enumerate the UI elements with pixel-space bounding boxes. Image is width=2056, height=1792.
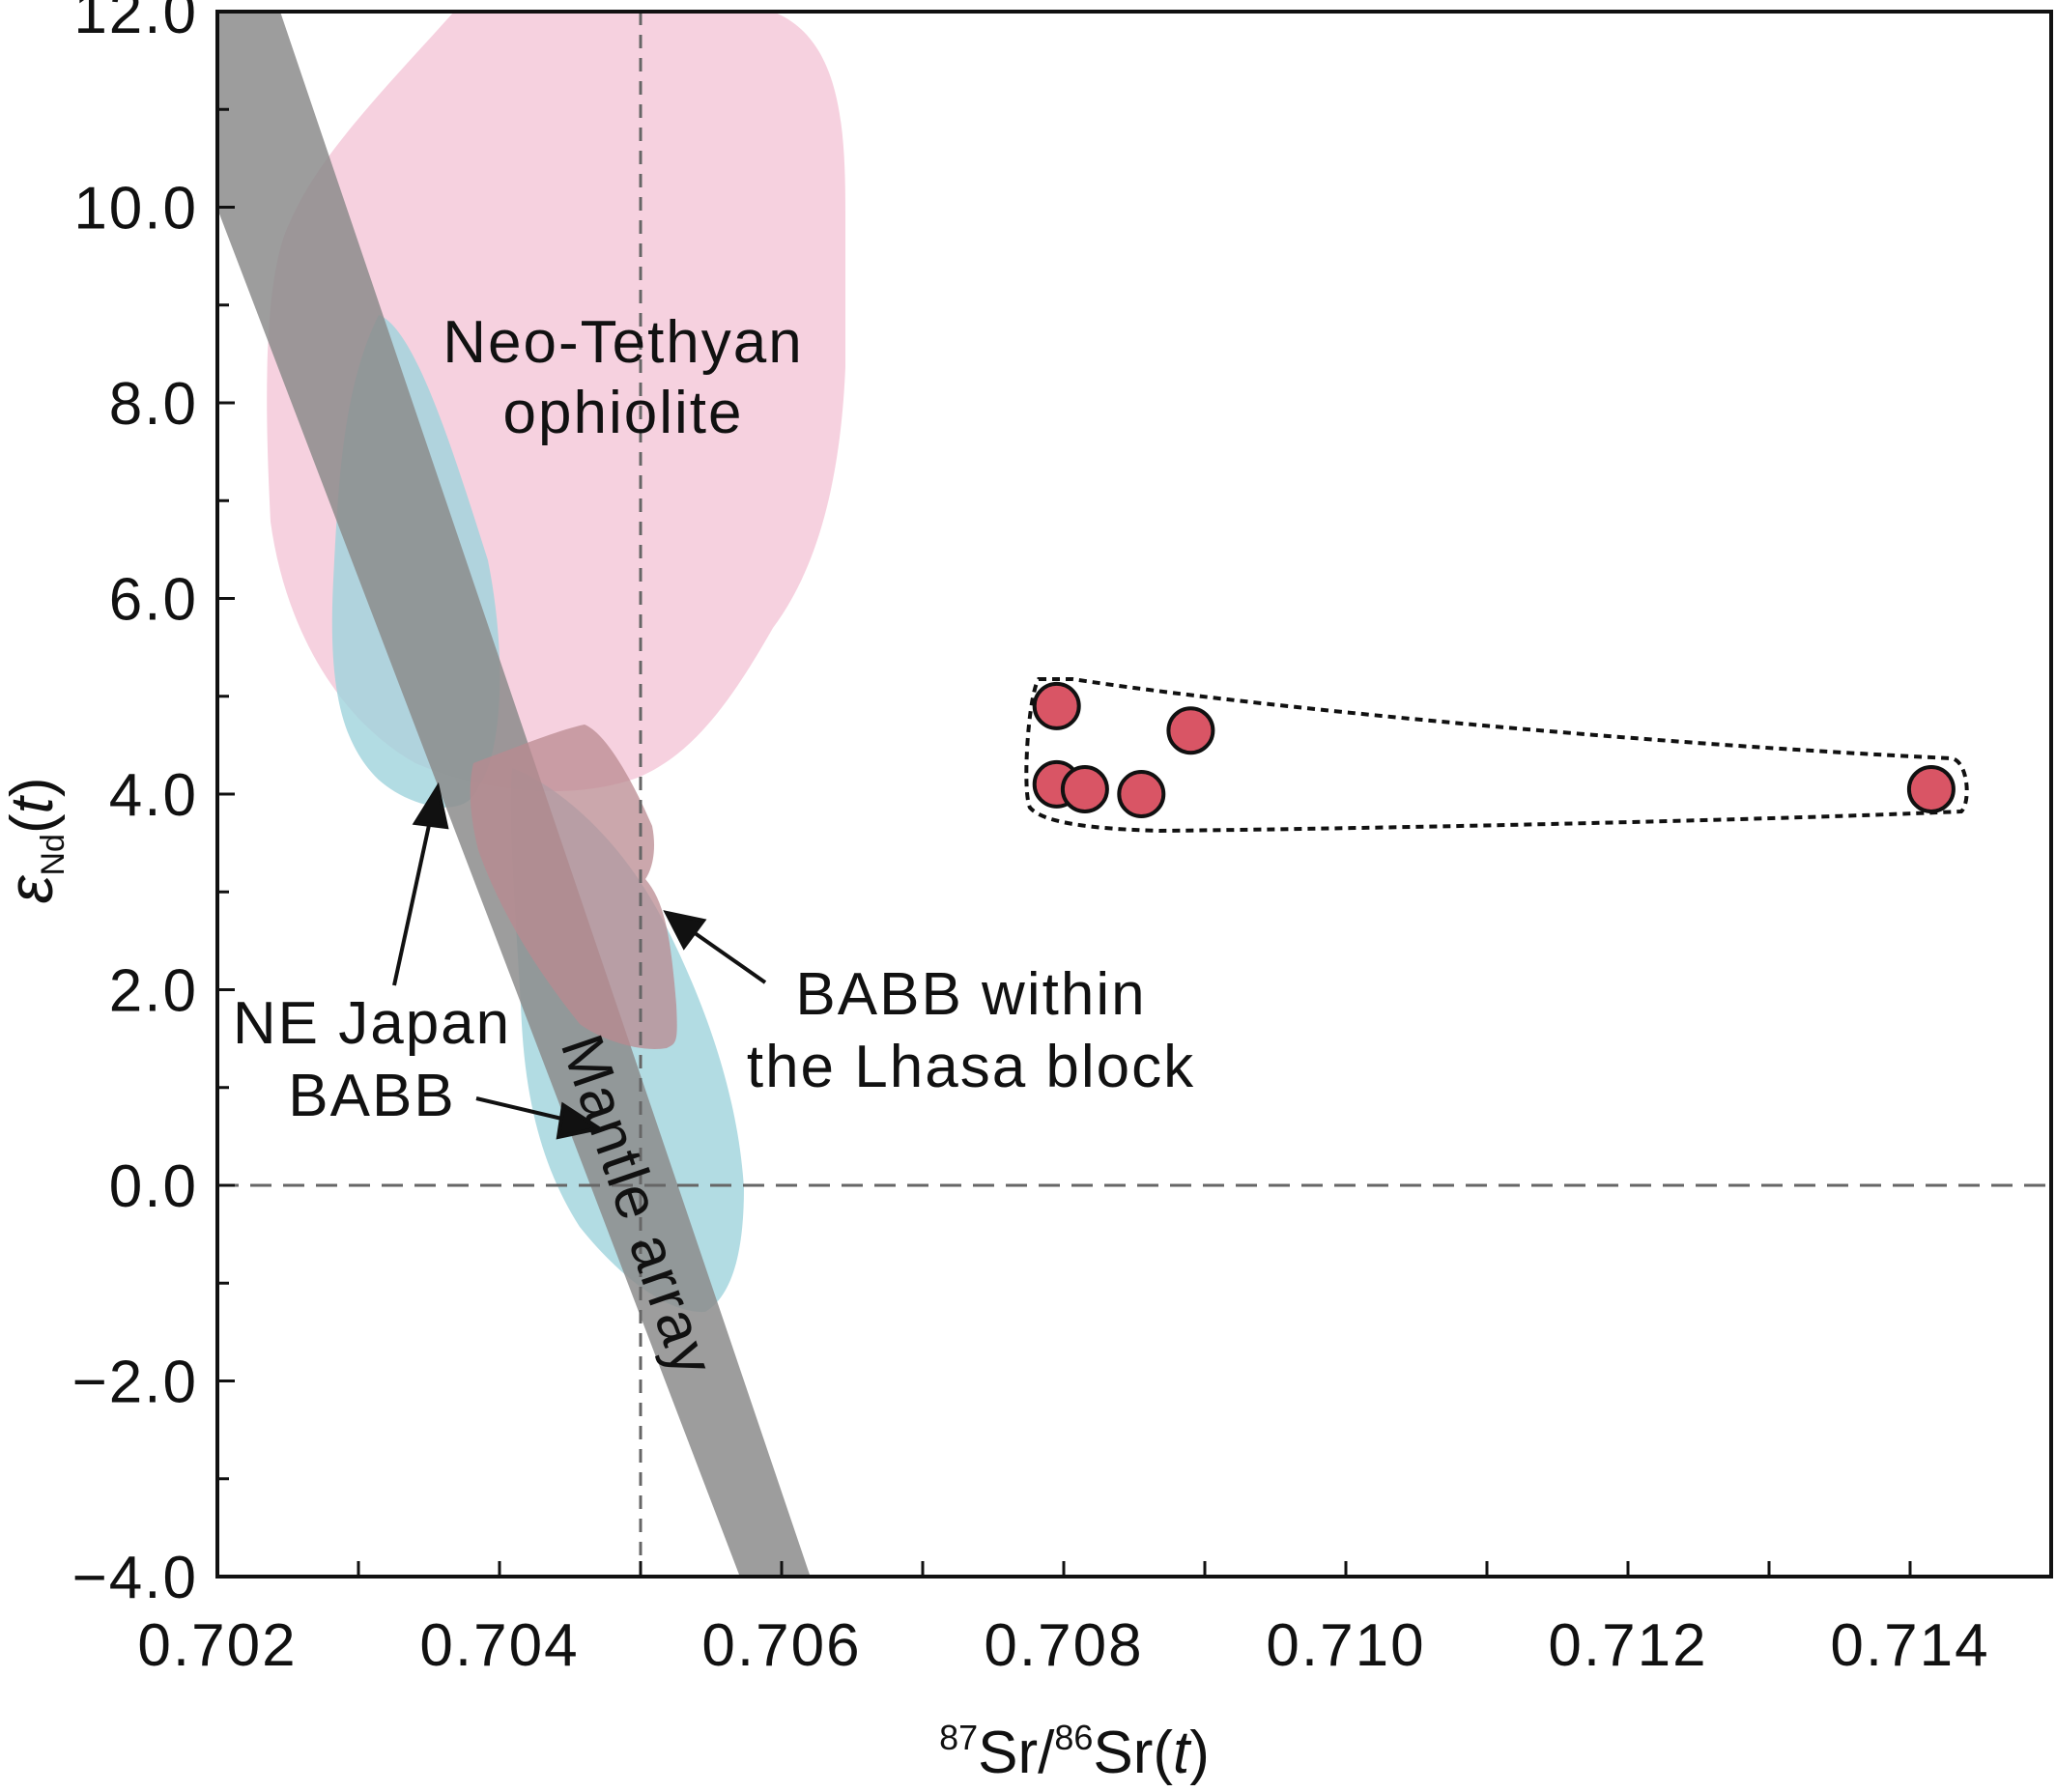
y-axis-title: εNd(t) (0, 777, 71, 903)
arrow-babb-lhasa (689, 928, 767, 984)
label-ne-japan-line1: NE Japan (233, 990, 511, 1057)
data-point (1060, 764, 1109, 813)
x-tick-label: 0.710 (1266, 1612, 1425, 1679)
x-tick-label: 0.704 (419, 1612, 579, 1679)
y-tick-label: 0.0 (109, 1153, 198, 1220)
y-tick-label: −4.0 (72, 1545, 198, 1611)
x-axis-ticks: 0.702 0.704 0.706 0.708 0.710 0.712 0.714 (137, 1561, 1989, 1679)
x-tick-label: 0.702 (137, 1612, 297, 1679)
arrow-ne-japan-lower (475, 1096, 571, 1123)
data-point (1166, 706, 1215, 755)
y-tick-label: −2.0 (72, 1350, 198, 1416)
data-point (1032, 681, 1081, 730)
x-tick-label: 0.714 (1830, 1612, 1989, 1679)
annotation-arrows (392, 782, 767, 1140)
x-tick-label: 0.706 (701, 1612, 861, 1679)
x-tick-label: 0.708 (984, 1612, 1143, 1679)
label-babb-lhasa-line2: the Lhasa block (747, 1034, 1195, 1100)
data-point (1117, 770, 1166, 818)
arrow-head-babb-lhasa (663, 910, 707, 951)
sample-envelope (1024, 677, 1969, 834)
arrow-ne-japan-upper (392, 815, 433, 986)
x-tick-label: 0.712 (1548, 1612, 1707, 1679)
arrow-head-ne-japan-upper (412, 782, 449, 830)
label-neo-tethyan-line1: Neo-Tethyan (443, 309, 804, 376)
label-neo-tethyan-line2: ophiolite (503, 380, 744, 446)
x-axis-title: 87Sr/86Sr(t) (939, 1718, 1210, 1786)
data-point (1906, 764, 1956, 813)
field-babb-lhasa (470, 725, 677, 1049)
y-tick-label: 10.0 (73, 176, 198, 242)
y-tick-label: 4.0 (109, 762, 198, 829)
label-babb-lhasa-line1: BABB within (795, 961, 1146, 1028)
y-tick-label: 12.0 (73, 0, 198, 46)
label-ne-japan-line2: BABB (288, 1063, 455, 1129)
y-axis-ticks: 12.0 10.0 8.0 6.0 4.0 2.0 0.0 −2.0 −4.0 (72, 0, 235, 1611)
y-tick-label: 6.0 (109, 567, 198, 634)
arrow-head-ne-japan-lower (556, 1101, 605, 1140)
y-tick-label: 2.0 (109, 958, 198, 1025)
data-points (1032, 681, 1956, 818)
y-tick-label: 8.0 (109, 371, 198, 438)
